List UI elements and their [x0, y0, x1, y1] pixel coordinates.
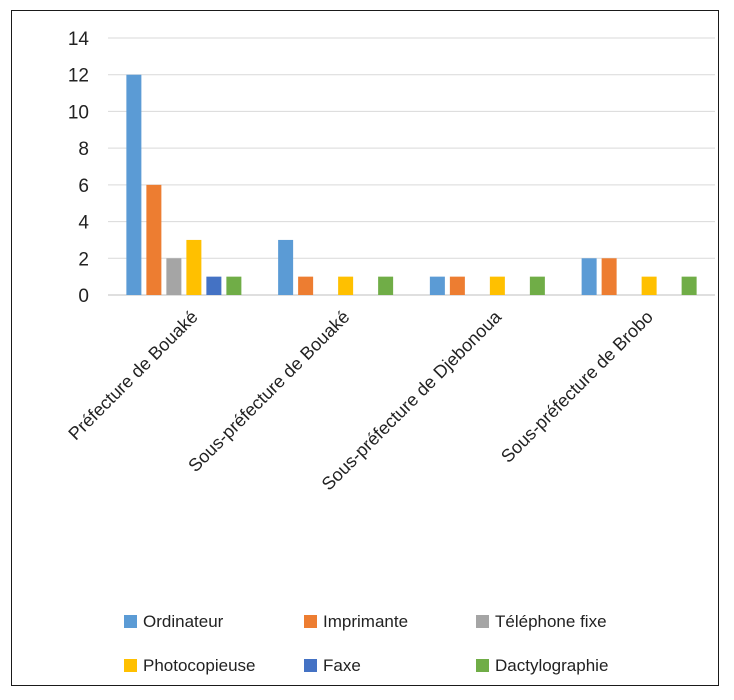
bar-imprimante [146, 184, 162, 295]
bar-imprimante [298, 276, 314, 295]
bar-dactylographie [226, 276, 242, 295]
legend-label-imprimante: Imprimante [323, 612, 408, 631]
legend: Ordinateur Imprimante Téléphone fixe Photoc… [124, 612, 608, 675]
bar-faxe [206, 276, 222, 295]
y-tick-label: 2 [78, 249, 89, 270]
y-tick-label: 12 [68, 66, 89, 87]
legend-swatch-dactylographie [476, 659, 489, 672]
y-tick-label: 0 [78, 286, 89, 307]
legend-swatch-imprimante [304, 615, 317, 628]
bar-photocopieuse [641, 276, 657, 295]
legend-label-ordinateur: Ordinateur [143, 612, 224, 631]
bar-ordinateur [126, 74, 142, 295]
bars [126, 74, 697, 295]
y-tick-label: 10 [68, 102, 89, 123]
bar-imprimante [449, 276, 465, 295]
bar-photocopieuse [186, 239, 202, 295]
bar-imprimante [601, 258, 617, 295]
bar-ordinateur [278, 239, 294, 295]
bar-dactylographie [681, 276, 697, 295]
x-category-label: Préfecture de Bouaké [64, 307, 201, 444]
legend-swatch-ordinateur [124, 615, 137, 628]
x-category-label: Sous-préfecture de Bouaké [184, 307, 353, 476]
legend-swatch-photocopieuse [124, 659, 137, 672]
legend-swatch-faxe [304, 659, 317, 672]
legend-label-photocopieuse: Photocopieuse [143, 656, 255, 675]
bar-dactylographie [378, 276, 394, 295]
bar-photocopieuse [338, 276, 354, 295]
y-tick-label: 4 [78, 213, 89, 234]
bar-telephone-fixe [166, 258, 182, 295]
legend-label-telephone-fixe: Téléphone fixe [495, 612, 607, 631]
x-category-label: Sous-préfecture de Brobo [497, 307, 657, 467]
legend-label-dactylographie: Dactylographie [495, 656, 608, 675]
y-tick-label: 14 [68, 29, 90, 50]
bar-ordinateur [429, 276, 445, 295]
x-category-label: Sous-préfecture de Djebonoua [318, 306, 506, 494]
y-axis-ticks: 0 2 4 6 8 10 12 14 [68, 29, 90, 307]
bar-photocopieuse [489, 276, 505, 295]
bar-ordinateur [581, 258, 597, 295]
legend-swatch-telephone-fixe [476, 615, 489, 628]
y-tick-label: 8 [78, 139, 89, 160]
legend-label-faxe: Faxe [323, 656, 361, 675]
y-tick-label: 6 [78, 176, 89, 197]
bar-dactylographie [529, 276, 545, 295]
